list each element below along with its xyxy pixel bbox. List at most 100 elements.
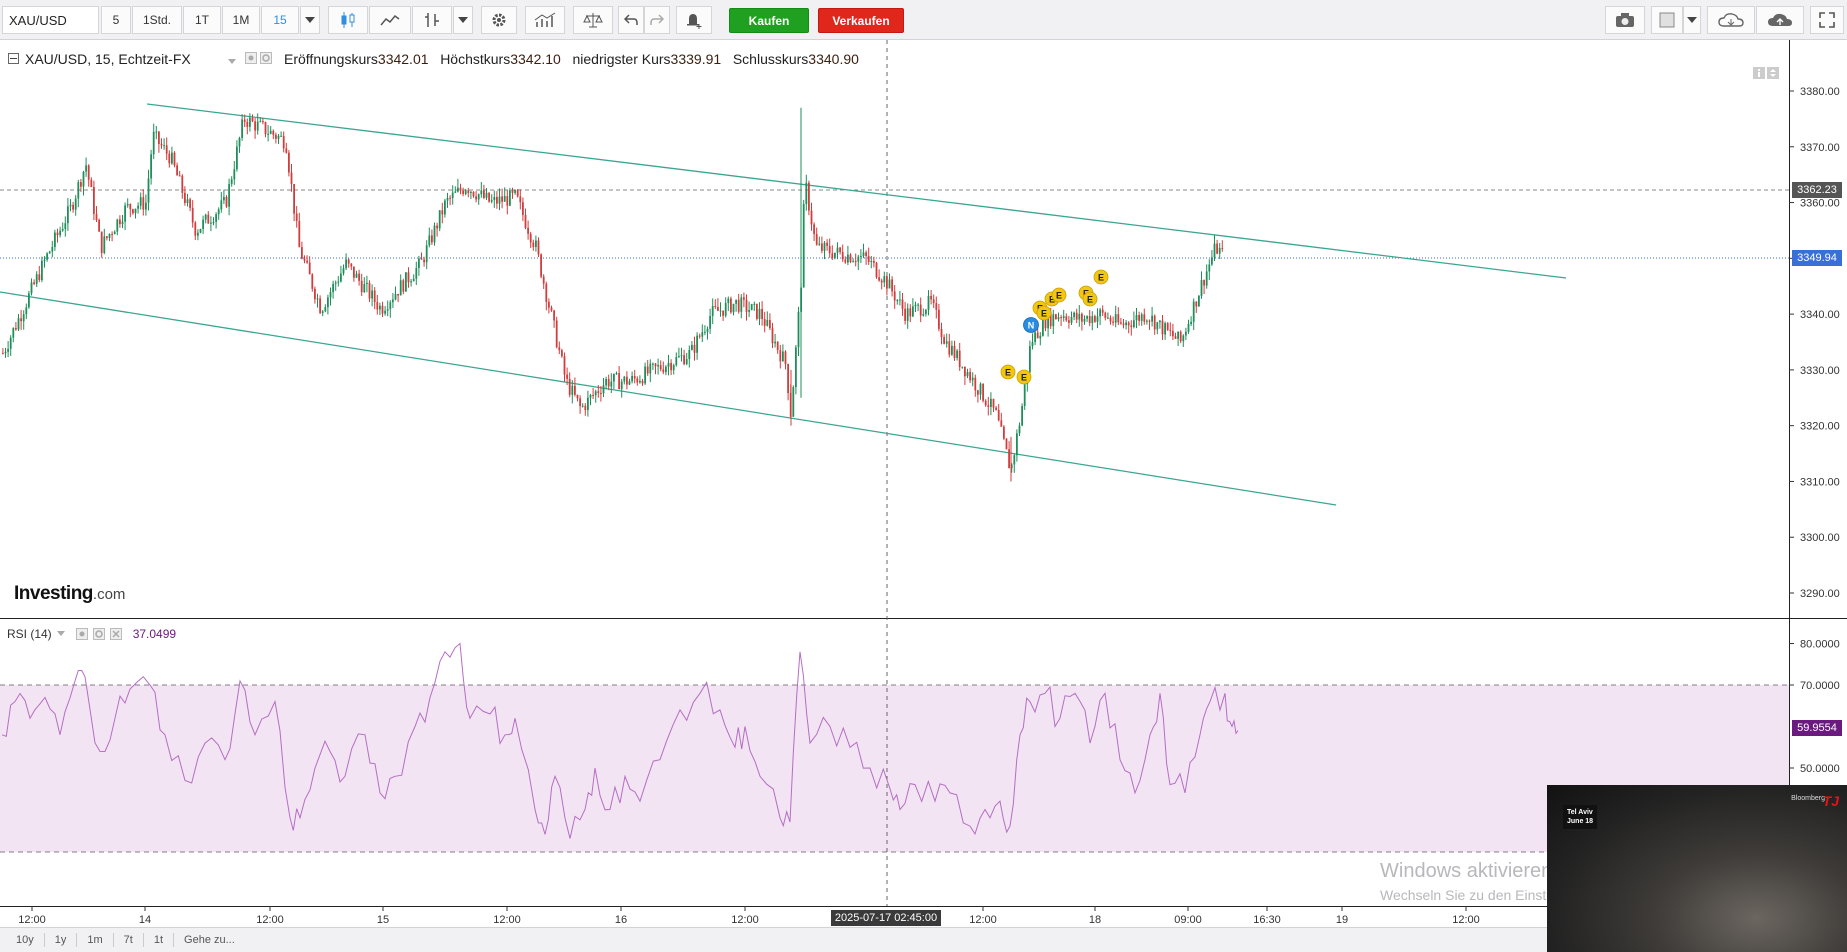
compare-button[interactable]	[573, 6, 613, 34]
earnings-marker[interactable]: E	[1051, 287, 1067, 303]
candle-body	[15, 327, 17, 330]
chart-title[interactable]: XAU/USD, 15, Echtzeit-FX	[25, 51, 191, 67]
range-7d-button[interactable]: 7t	[114, 933, 144, 947]
candle-body	[457, 187, 459, 192]
candle-body	[771, 328, 774, 344]
range-bar: 10y 1y 1m 7t 1t Gehe zu...	[0, 927, 1847, 952]
range-1m-button[interactable]: 1m	[77, 933, 114, 947]
candle-body	[571, 385, 574, 395]
candle-body	[145, 202, 147, 210]
candle-body	[743, 297, 745, 300]
candle-body	[191, 208, 194, 223]
event-markers[interactable]: EENEEEEEEEN	[1000, 269, 1109, 385]
color-picker-button[interactable]	[1651, 6, 1683, 34]
earnings-marker[interactable]: E	[1093, 269, 1109, 285]
bar-chart-button[interactable]	[412, 6, 452, 34]
interval-5-button[interactable]: 5	[101, 6, 131, 34]
title-dropdown[interactable]	[228, 53, 236, 68]
video-overlay[interactable]: Tel Aviv June 18 Bloomberg TJ	[1547, 785, 1847, 952]
candle-body	[173, 152, 176, 166]
rsi-label[interactable]: RSI (14)	[7, 627, 52, 641]
earnings-marker[interactable]: E	[1082, 291, 1098, 307]
range-1d-button[interactable]: 1t	[144, 933, 175, 947]
price-tick-label: 3380.00	[1800, 86, 1840, 98]
interval-1m-button[interactable]: 1M	[222, 6, 260, 34]
earnings-marker[interactable]: E	[1036, 305, 1052, 321]
candlestick-series[interactable]	[2, 107, 1224, 482]
candle-body	[280, 135, 282, 137]
chevron-down-icon[interactable]	[56, 631, 65, 637]
goto-date-button[interactable]: Gehe zu...	[184, 934, 235, 946]
interval-1d-button[interactable]: 1T	[183, 6, 221, 34]
candle-body	[80, 182, 82, 187]
candle-body	[355, 273, 358, 278]
sell-button[interactable]: Verkaufen	[818, 8, 904, 33]
candle-body	[454, 191, 457, 193]
candle-body	[1075, 312, 1078, 320]
candle-body	[1036, 332, 1039, 339]
color-dropdown-button[interactable]	[1683, 6, 1701, 34]
settings-button[interactable]	[481, 6, 517, 34]
visibility-icon[interactable]	[75, 628, 88, 640]
earnings-marker[interactable]: E	[1016, 369, 1032, 385]
buy-button[interactable]: Kaufen	[729, 8, 809, 33]
news-marker[interactable]: N	[1023, 317, 1039, 333]
candle-body	[719, 310, 722, 312]
close-icon[interactable]	[109, 628, 122, 640]
fullscreen-button[interactable]	[1810, 6, 1844, 34]
candle-body	[1208, 264, 1211, 272]
undo-button[interactable]	[618, 6, 644, 34]
candle-body	[327, 297, 329, 308]
cloud-save-button[interactable]	[1756, 6, 1804, 34]
candlestick-chart-button[interactable]	[328, 6, 368, 34]
candle-body	[303, 258, 306, 261]
candle-body	[1112, 321, 1114, 323]
cloud-load-button[interactable]	[1707, 6, 1755, 34]
candle-body	[506, 196, 509, 206]
candle-body	[1109, 317, 1112, 322]
collapse-pane-toggle[interactable]	[8, 52, 19, 67]
move-pane-icon[interactable]	[1767, 67, 1779, 79]
range-1y-button[interactable]: 1y	[45, 933, 78, 947]
settings-icon[interactable]	[260, 52, 272, 64]
candle-body	[1013, 455, 1016, 465]
candle-body	[1161, 320, 1164, 335]
range-10y-button[interactable]: 10y	[6, 933, 45, 947]
scale-icon	[583, 13, 603, 28]
channel-upper-trendline[interactable]	[146, 103, 1567, 279]
line-chart-button[interactable]	[369, 6, 411, 34]
candle-body	[446, 197, 449, 201]
price-axis[interactable]: 3380.003370.003360.003350.003340.003330.…	[1789, 86, 1840, 600]
candle-body	[839, 247, 841, 253]
candle-body	[628, 381, 631, 385]
interval-15-button[interactable]: 15	[261, 6, 299, 34]
rsi-line[interactable]	[1, 642, 1239, 839]
time-axis[interactable]: 12:00 14 12:00 15 12:00 16 12:00 12:00 18 09:00 16…	[18, 906, 1480, 926]
main-pane[interactable]	[0, 40, 1789, 618]
candle-body	[984, 400, 987, 406]
info-icon[interactable]	[1753, 67, 1765, 79]
screenshot-button[interactable]	[1605, 6, 1645, 34]
symbol-input[interactable]	[2, 6, 99, 34]
channel-lower-trendline[interactable]	[0, 291, 1337, 506]
indicators-button[interactable]	[525, 6, 565, 34]
interval-dropdown-button[interactable]	[300, 6, 320, 34]
earnings-marker[interactable]: E	[1000, 364, 1016, 380]
candle-body	[194, 222, 197, 236]
interval-1h-button[interactable]: 1Std.	[132, 6, 182, 34]
visibility-icon[interactable]	[245, 52, 257, 64]
settings-icon[interactable]	[92, 628, 105, 640]
redo-button[interactable]	[644, 6, 670, 34]
candle-body	[116, 219, 119, 232]
rsi-axis[interactable]: 80.0000 70.0000 50.0000	[1789, 639, 1840, 776]
alert-button[interactable]	[676, 6, 712, 34]
candle-body	[1042, 318, 1044, 336]
candle-body	[64, 223, 67, 230]
cloud-download-icon	[1718, 13, 1744, 27]
candle-body	[264, 122, 267, 135]
price-chart[interactable]: EENEEEEEEEN 3380.003370.003360.003350.00…	[0, 40, 1847, 927]
time-tick-label: 19	[1336, 914, 1348, 926]
candle-body	[464, 190, 467, 195]
chart-type-dropdown-button[interactable]	[453, 6, 473, 34]
candle-body	[990, 398, 992, 407]
